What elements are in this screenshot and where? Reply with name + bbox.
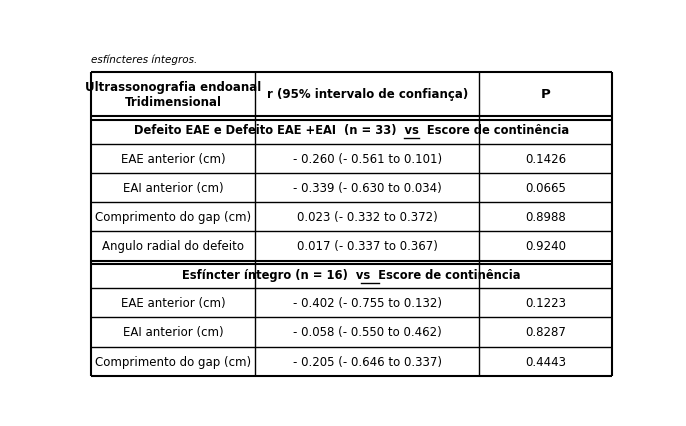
- Text: 0.8287: 0.8287: [525, 326, 566, 339]
- Text: r (95% intervalo de confiança): r (95% intervalo de confiança): [267, 88, 468, 101]
- Text: - 0.058 (- 0.550 to 0.462): - 0.058 (- 0.550 to 0.462): [293, 326, 442, 339]
- Text: Esfíncter íntegro (n = 16)  vs  Escore de continência: Esfíncter íntegro (n = 16) vs Escore de …: [182, 268, 521, 281]
- Text: - 0.260 (- 0.561 to 0.101): - 0.260 (- 0.561 to 0.101): [293, 153, 442, 166]
- Text: EAE anterior (cm): EAE anterior (cm): [121, 296, 226, 310]
- Text: 0.0665: 0.0665: [525, 181, 566, 195]
- Text: Comprimento do gap (cm): Comprimento do gap (cm): [95, 211, 251, 224]
- Text: 0.1223: 0.1223: [525, 296, 566, 310]
- Text: Ultrassonografia endoanal
Tridimensional: Ultrassonografia endoanal Tridimensional: [85, 81, 261, 109]
- Text: Defeito EAE e Defeito EAE +EAI  (n = 33)  vs  Escore de continência: Defeito EAE e Defeito EAE +EAI (n = 33) …: [134, 124, 569, 137]
- Text: 0.017 (- 0.337 to 0.367): 0.017 (- 0.337 to 0.367): [297, 240, 438, 253]
- Text: - 0.205 (- 0.646 to 0.337): - 0.205 (- 0.646 to 0.337): [293, 355, 442, 368]
- Text: P: P: [541, 88, 551, 101]
- Text: EAE anterior (cm): EAE anterior (cm): [121, 153, 226, 166]
- Text: - 0.339 (- 0.630 to 0.034): - 0.339 (- 0.630 to 0.034): [293, 181, 442, 195]
- Text: EAI anterior (cm): EAI anterior (cm): [123, 326, 224, 339]
- Text: EAI anterior (cm): EAI anterior (cm): [123, 181, 224, 195]
- Text: 0.4443: 0.4443: [525, 355, 566, 368]
- Text: 0.023 (- 0.332 to 0.372): 0.023 (- 0.332 to 0.372): [297, 211, 438, 224]
- Text: 0.8988: 0.8988: [525, 211, 566, 224]
- Text: - 0.402 (- 0.755 to 0.132): - 0.402 (- 0.755 to 0.132): [293, 296, 442, 310]
- Text: Comprimento do gap (cm): Comprimento do gap (cm): [95, 355, 251, 368]
- Text: Angulo radial do defeito: Angulo radial do defeito: [102, 240, 244, 253]
- Text: esfíncteres íntegros.: esfíncteres íntegros.: [91, 54, 198, 65]
- Text: 0.9240: 0.9240: [525, 240, 566, 253]
- Text: 0.1426: 0.1426: [525, 153, 566, 166]
